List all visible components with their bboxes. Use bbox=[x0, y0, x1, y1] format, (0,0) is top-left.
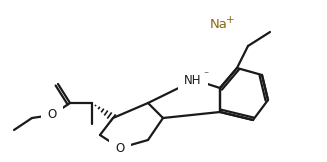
Text: O: O bbox=[115, 141, 125, 155]
Text: NH: NH bbox=[184, 74, 202, 87]
Text: ⁻: ⁻ bbox=[203, 70, 209, 80]
Text: +: + bbox=[226, 15, 234, 25]
Text: Na: Na bbox=[210, 18, 228, 31]
Text: O: O bbox=[47, 109, 57, 122]
